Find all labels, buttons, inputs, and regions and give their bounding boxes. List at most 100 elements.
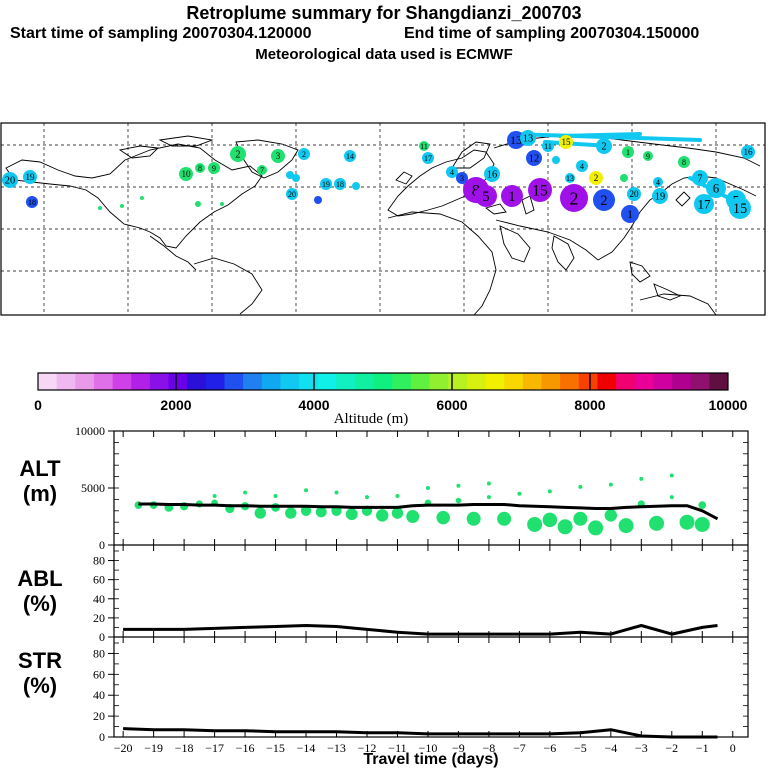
map-marker-label: 13: [566, 174, 574, 183]
alt-point: [573, 511, 588, 526]
map-marker: [484, 166, 500, 182]
alt-mean-line: [138, 502, 719, 521]
colorbar-cell: [336, 373, 356, 390]
map-marker-label: 2: [600, 193, 607, 209]
map-marker: [678, 156, 690, 168]
alt-point: [406, 510, 420, 523]
alt-point: [273, 493, 278, 498]
alt-point: [364, 495, 369, 500]
alt-point: [604, 509, 618, 522]
alt-point: [285, 507, 297, 519]
map-marker-label: 19: [322, 180, 330, 189]
map-marker: [179, 167, 193, 181]
abl-line: [123, 624, 718, 636]
alt-panel-title: ALT: [19, 456, 61, 481]
map-marker: [596, 138, 612, 154]
colorbar-tick-label: 0: [34, 397, 42, 413]
colorbar-cell: [709, 373, 729, 390]
map-marker-label: 9: [212, 164, 216, 173]
alt-point: [486, 495, 491, 500]
colorbar-frame: [37, 372, 729, 391]
altitude-colorbar: 0 2000 4000 6000 8000 10000 Altitude (m): [34, 372, 748, 427]
map-marker: [23, 170, 37, 184]
y-axes: 0 5000 10000 0 20 40 60 80 0 20 40 60 80: [75, 424, 748, 744]
end-time-label: End time of sampling 20070304.150000: [404, 25, 700, 42]
map-marker-label: 13: [510, 134, 522, 147]
map-marker-label: 20: [5, 176, 15, 187]
colorbar-cell: [541, 373, 561, 390]
map-marker: [98, 206, 102, 210]
map-marker: [741, 145, 755, 159]
map-marker: [140, 196, 144, 200]
alt-point: [694, 516, 710, 532]
map-marker-label: 15: [532, 182, 548, 199]
colorbar-tick-label: 4000: [298, 397, 329, 413]
map-marker-label: 1: [508, 189, 515, 205]
colorbar-cell: [616, 373, 636, 390]
x-tick-label: −3: [635, 741, 648, 755]
alt-point: [578, 484, 583, 489]
alt-point: [391, 507, 404, 519]
colorbar-cell: [56, 373, 76, 390]
alt-point: [243, 490, 248, 495]
x-tick-label: 0: [730, 741, 736, 755]
map-marker: [565, 173, 575, 183]
colorbar-cell: [93, 373, 114, 390]
alt-point: [517, 491, 522, 496]
alt-point: [497, 511, 512, 526]
colorbar-cell: [317, 373, 337, 390]
map-marker: [230, 146, 246, 162]
map-marker: [456, 172, 468, 184]
colorbar-cell: [261, 373, 281, 390]
x-axis: −20 −19 −18 −17 −16 −15 −14 −13 −12 −11 −10 −9 −8 −7−…: [114, 741, 736, 755]
y-tick-label: 80: [93, 646, 105, 660]
map-marker: [320, 178, 332, 190]
x-tick-label: −17: [205, 741, 224, 755]
str-panel-title: STR: [18, 648, 62, 673]
map-marker: [589, 171, 603, 185]
met-data-label: Meteorological data used is ECMWF: [255, 46, 513, 63]
map-marker: [271, 149, 285, 163]
map-marker-label: 4: [580, 162, 584, 171]
map-marker-label: 7: [260, 166, 264, 175]
colorbar-cell: [672, 373, 692, 390]
map-marker-label: 18: [28, 198, 36, 207]
map-marker: [286, 171, 294, 179]
colorbar-cell: [392, 373, 412, 390]
map-marker: [195, 201, 201, 207]
alt-point: [618, 518, 634, 534]
x-tick-label: −4: [604, 741, 617, 755]
x-tick-label: −15: [266, 741, 285, 755]
map-marker: [729, 197, 751, 219]
str-line: [123, 727, 718, 739]
map-marker: [692, 170, 708, 186]
alt-point: [395, 493, 400, 498]
colorbar-label: Altitude (m): [334, 411, 409, 427]
colorbar-cell: [448, 373, 468, 390]
alt-point: [300, 505, 312, 516]
time-series-panels: ALT (m) ABL (%) STR (%) 0 5000 10000 0 20 40 6…: [17, 424, 749, 768]
alt-points: [134, 473, 710, 536]
map-marker-label: 2: [594, 173, 599, 183]
map-marker: [526, 150, 542, 166]
x-tick-label: −13: [327, 741, 346, 755]
alt-point: [547, 489, 552, 494]
map-marker: [314, 196, 322, 204]
map-marker-label: 8: [472, 181, 480, 200]
map-marker-label: 1: [626, 148, 630, 157]
colorbar-cell: [410, 373, 431, 390]
colorbar-cell: [280, 373, 300, 390]
colorbar-cell: [224, 373, 244, 390]
y-tick-label: 20: [93, 611, 105, 625]
map-marker: [706, 178, 726, 198]
colorbar-tick-label: 8000: [574, 397, 605, 413]
map-marker: [298, 148, 310, 160]
alt-point: [542, 512, 558, 528]
map-marker-label: 9: [646, 152, 650, 161]
map-marker-label: 3: [276, 151, 281, 161]
map-marker-label: 12: [529, 154, 539, 165]
colorbar-cell: [168, 373, 188, 390]
y-tick-label: 0: [99, 630, 105, 644]
